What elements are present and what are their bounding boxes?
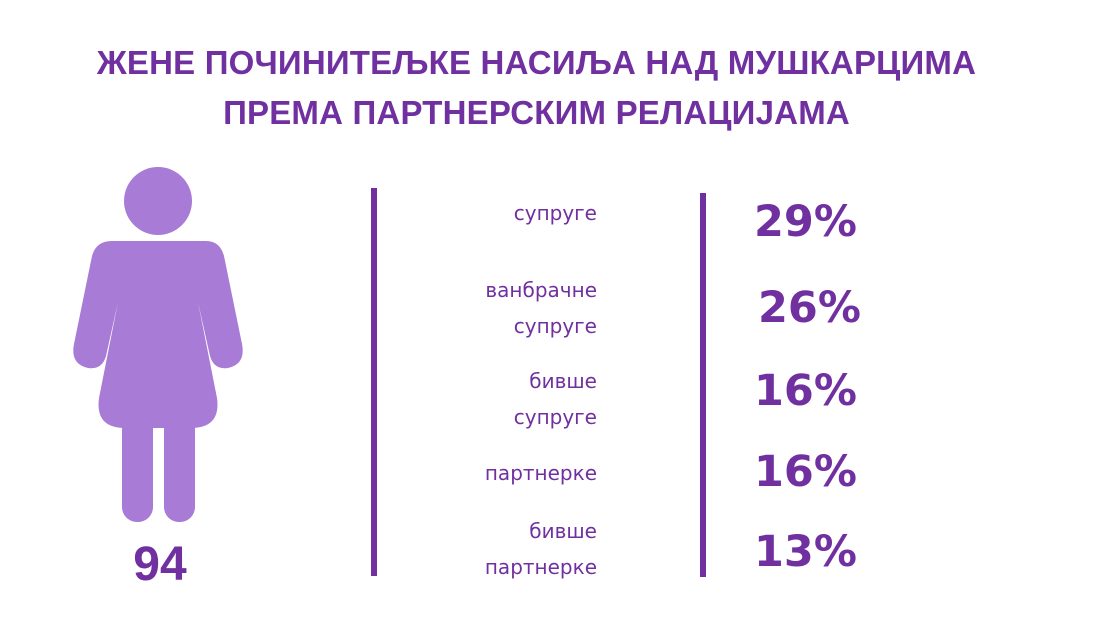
relation-label-line: партнерке	[484, 555, 597, 579]
relation-label: бивше партнерке	[485, 513, 597, 585]
percentage-value: 26%	[758, 283, 861, 333]
percentage-value: 29%	[754, 197, 857, 247]
relation-label-line: бивше	[529, 519, 597, 543]
percentage-value: 16%	[754, 447, 857, 497]
chart-title: ЖЕНЕ ПОЧИНИТЕЉКЕ НАСИЉА НАД МУШКАРЦИМА П…	[0, 38, 1073, 138]
relation-label: ванбрачне супруге	[485, 272, 597, 344]
total-count: 94	[133, 538, 187, 591]
relation-label-line: бивше	[529, 369, 597, 393]
relation-label-line: супруге	[513, 314, 597, 338]
relation-label: бивше супруге	[514, 363, 597, 435]
woman-icon	[73, 167, 243, 522]
chart-title-line-2: ПРЕМА ПАРТНЕРСКИМ РЕЛАЦИЈАМА	[223, 94, 850, 131]
relation-label-line: ванбрачне	[485, 278, 597, 302]
right-divider-line	[700, 193, 706, 577]
percentage-value: 13%	[754, 527, 857, 577]
left-divider-line	[371, 188, 377, 576]
relation-label-line: супруге	[513, 405, 597, 429]
relation-label-line: партнерке	[484, 461, 597, 485]
relation-label-line: супруге	[513, 201, 597, 225]
relation-label: партнерке	[485, 455, 597, 491]
chart-title-line-1: ЖЕНЕ ПОЧИНИТЕЉКЕ НАСИЉА НАД МУШКАРЦИМА	[96, 44, 977, 81]
relation-label: супруге	[514, 195, 597, 231]
percentage-value: 16%	[754, 366, 857, 416]
